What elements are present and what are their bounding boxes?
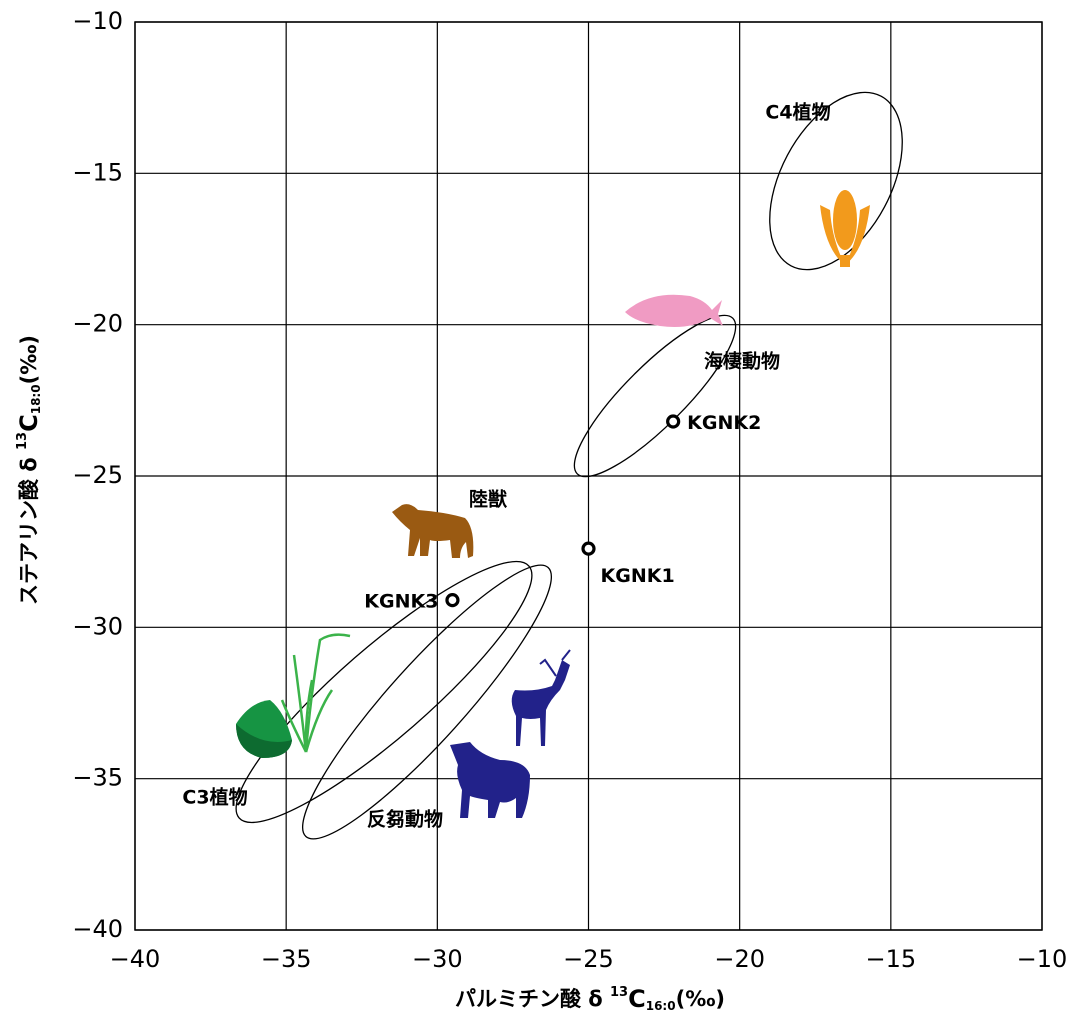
y-tick-label: −40 [72, 915, 123, 943]
ylabel-sup: 13 [15, 432, 30, 450]
bear-icon [392, 504, 474, 558]
annotation: C3植物 [182, 786, 247, 809]
y-tick-label: −15 [72, 158, 123, 186]
ylabel-title: ステアリン酸 δ 13C18:0(‰) [15, 335, 44, 605]
point [445, 592, 460, 608]
point-label: KGNK1 [601, 565, 675, 587]
xlabel-main: パルミチン酸 δ [455, 987, 610, 1011]
xlabel-base: C [628, 985, 646, 1013]
y-tick-label: −25 [72, 461, 123, 489]
annotation: 反芻動物 [367, 808, 443, 831]
x-tick-label: −15 [866, 945, 917, 973]
ylabel-main: ステアリン酸 δ [17, 450, 41, 605]
icons [236, 190, 870, 818]
ylabel-unit: (‰) [17, 335, 41, 384]
corn-icon [820, 190, 870, 267]
xlabel-sup: 13 [610, 985, 628, 1000]
point [581, 541, 596, 556]
chestnut-icon [236, 700, 292, 758]
grid [134, 21, 1043, 931]
point-label: KGNK3 [364, 591, 438, 613]
xlabel-unit: (‰) [676, 987, 725, 1011]
plot-frame [134, 21, 1043, 931]
rice-icon [280, 633, 351, 753]
x-tick-label: −35 [261, 945, 312, 973]
serow-icon [450, 742, 530, 818]
x-tick-label: −40 [110, 945, 161, 973]
c3-region [235, 560, 533, 824]
y-tick-label: −35 [72, 764, 123, 792]
y-tick-label: −20 [72, 310, 123, 338]
x-tick-label: −25 [563, 945, 614, 973]
ruminant-region [301, 564, 553, 840]
y-tick-label: −30 [72, 612, 123, 640]
y-tick-label: −10 [72, 7, 123, 35]
point-label: KGNK2 [687, 412, 761, 434]
c4-region [769, 91, 903, 271]
annotation: 陸獣 [469, 488, 508, 511]
ylabel-sub: 18:0 [29, 384, 43, 414]
deer-icon [511, 649, 571, 746]
x-tick-label: −20 [714, 945, 765, 973]
x-tick-label: −30 [412, 945, 463, 973]
x-tick-label: −10 [1017, 945, 1068, 973]
ylabel-base: C [15, 414, 43, 432]
marine-region [573, 314, 737, 478]
regions [235, 91, 903, 840]
xlabel-sub: 16:0 [646, 999, 676, 1013]
point [666, 414, 681, 429]
annotation: C4植物 [765, 101, 830, 124]
xlabel-title: パルミチン酸 δ 13C16:0(‰) [455, 985, 725, 1014]
annotation: 海棲動物 [704, 350, 780, 373]
fish-icon [625, 294, 723, 327]
